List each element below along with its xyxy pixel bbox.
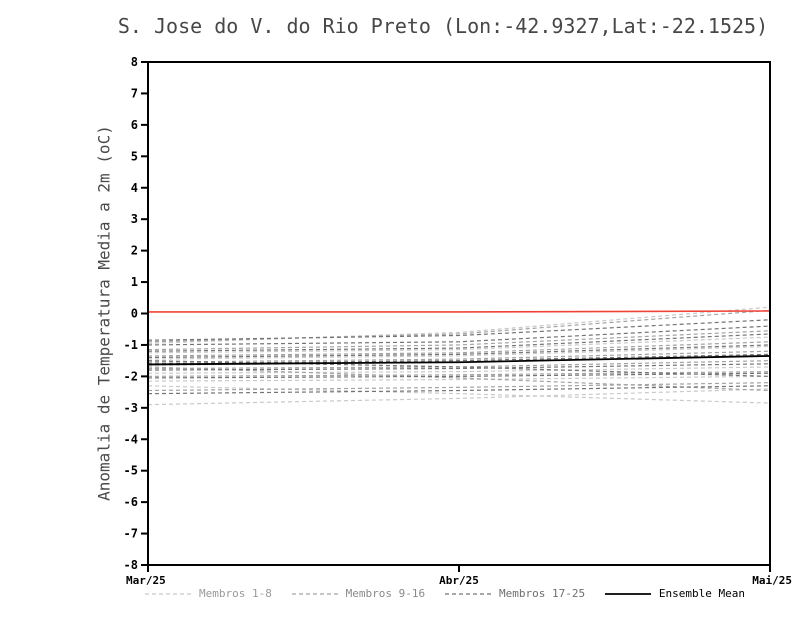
ensemble-member-line — [147, 372, 771, 379]
x-tick-label: Mai/25 — [752, 574, 792, 587]
x-tick-label: Abr/25 — [439, 574, 479, 587]
x-tick-label: Mar/25 — [126, 574, 166, 587]
legend-item-label: Membros 9-16 — [345, 587, 426, 600]
legend-item-label: Membros 1-8 — [199, 587, 272, 600]
y-tick-label: -5 — [124, 464, 138, 478]
legend-item: Membros 17-25 — [444, 587, 586, 600]
ensemble-member-line — [147, 336, 771, 354]
legend-item: Ensemble Mean — [604, 587, 745, 600]
ensemble-member-line — [147, 344, 771, 359]
ensemble-member-line — [147, 385, 771, 395]
ensemble-member-line — [147, 360, 771, 377]
y-tick-label: -8 — [124, 558, 138, 572]
ensemble-member-line — [147, 353, 771, 365]
ensemble-member-line — [147, 382, 771, 392]
y-tick-label: 4 — [131, 181, 138, 195]
y-tick-label: 7 — [131, 86, 138, 100]
ensemble-member-line — [147, 333, 771, 352]
legend-item: Membros 9-16 — [291, 587, 426, 600]
legend-item: Membros 1-8 — [145, 587, 272, 600]
ensemble-member-line — [147, 309, 771, 343]
ensemble-member-line — [147, 366, 771, 374]
y-tick-label: 1 — [131, 275, 138, 289]
y-tick-label: 5 — [131, 149, 138, 163]
plot-border — [147, 61, 771, 566]
ensemble-mean-line — [147, 355, 771, 366]
y-tick-label: -7 — [124, 527, 138, 541]
legend-line-sample — [145, 592, 191, 595]
legend-line-sample — [444, 592, 491, 595]
ensemble-member-line — [147, 345, 771, 360]
ensemble-member-line — [147, 325, 771, 346]
y-tick-label: -3 — [124, 401, 138, 415]
ensemble-member-line — [147, 363, 771, 371]
y-tick-label: -2 — [124, 369, 138, 383]
y-tick-label: -1 — [124, 338, 138, 352]
y-tick-label: 8 — [131, 55, 138, 69]
chart-title: S. Jose do V. do Rio Preto (Lon:-42.9327… — [117, 14, 769, 38]
legend-line-sample — [604, 592, 651, 595]
y-tick-label: 6 — [131, 118, 138, 132]
ensemble-member-line — [147, 385, 771, 404]
ensemble-member-line — [147, 366, 771, 392]
ensemble-member-line — [147, 350, 771, 363]
y-tick-label: -4 — [124, 432, 138, 446]
ensemble-member-line — [147, 306, 771, 344]
ensemble-member-line — [147, 319, 771, 341]
legend-item-label: Ensemble Mean — [658, 587, 745, 600]
ensemble-member-line — [147, 330, 771, 351]
ensemble-member-line — [147, 341, 771, 357]
ensemble-member-line — [147, 375, 771, 382]
legend-line-sample — [291, 592, 338, 595]
y-tick-label: 2 — [131, 244, 138, 258]
ensemble-member-line — [147, 388, 771, 406]
legend-item-label: Membros 17-25 — [498, 587, 586, 600]
legend: Membros 1-8 Membros 9-16 Membros 17-25 Ense… — [145, 587, 745, 600]
y-tick-label: 3 — [131, 212, 138, 226]
zero-reference-line — [148, 310, 771, 313]
y-tick-label: 0 — [131, 307, 138, 321]
y-tick-label: -6 — [124, 495, 138, 509]
